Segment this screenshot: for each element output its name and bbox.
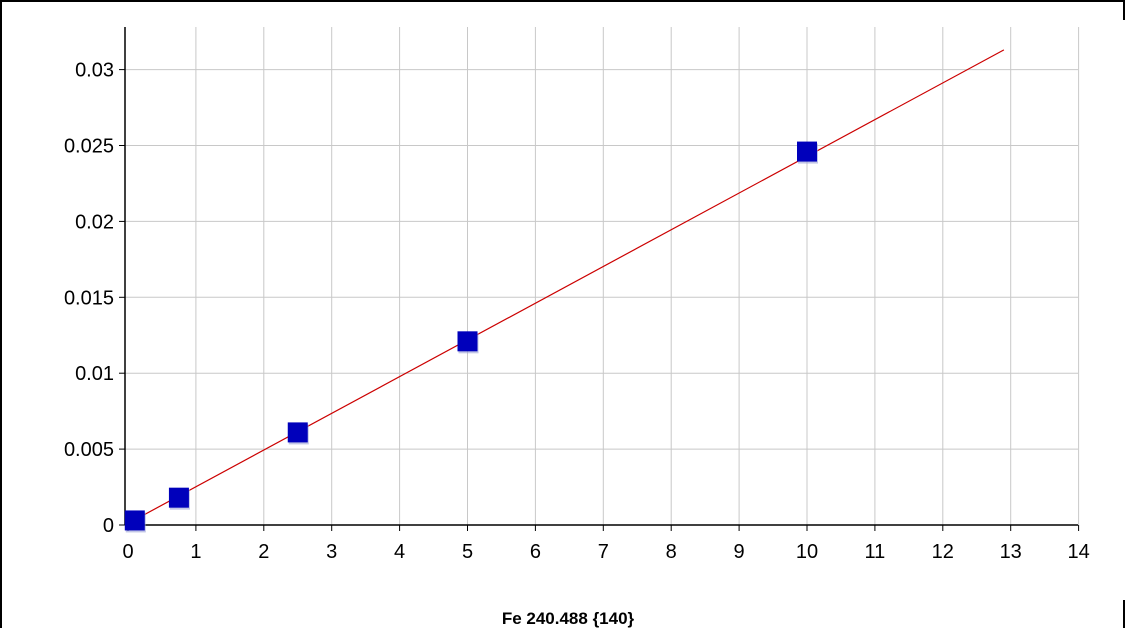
x-tick-label: 10 [796, 541, 818, 563]
x-tick-label: 9 [734, 541, 745, 563]
x-tick-label: 13 [1000, 541, 1022, 563]
data-point [124, 510, 145, 531]
x-tick-label: 12 [932, 541, 954, 563]
x-tick-label: 3 [326, 541, 337, 563]
x-tick-label: 0 [122, 541, 133, 563]
x-tick-label: 7 [598, 541, 609, 563]
grid [125, 27, 1080, 525]
x-tick-label: 2 [258, 541, 269, 563]
calibration-fit-line [127, 49, 1005, 525]
x-tick-label: 6 [530, 541, 541, 563]
chart-caption: Fe 240.488 {140} [502, 609, 635, 628]
y-tick-label: 0.015 [64, 287, 114, 309]
y-tick-label: 0.03 [75, 60, 114, 82]
axes [119, 27, 1080, 531]
data-series [124, 49, 1005, 533]
x-tick-label: 5 [462, 541, 473, 563]
data-point [287, 422, 308, 443]
y-tick-label: 0.01 [75, 363, 114, 385]
y-tick-label: 0.02 [75, 211, 114, 233]
data-point [168, 487, 189, 508]
tick-labels: 0 1 2 3 4 5 6 7 8 9 10 11 12 13 1400.0050.010.0150.020… [64, 60, 1090, 563]
y-tick-label: 0.005 [64, 439, 114, 461]
y-tick-label: 0 [103, 515, 114, 537]
y-tick-label: 0.025 [64, 136, 114, 158]
x-tick-label: 8 [666, 541, 677, 563]
data-point [797, 141, 817, 162]
x-tick-label: 14 [1067, 541, 1089, 563]
data-point [457, 331, 478, 352]
x-tick-label: 11 [865, 541, 886, 563]
x-tick-label: 1 [190, 541, 201, 563]
x-tick-label: 4 [394, 541, 405, 563]
